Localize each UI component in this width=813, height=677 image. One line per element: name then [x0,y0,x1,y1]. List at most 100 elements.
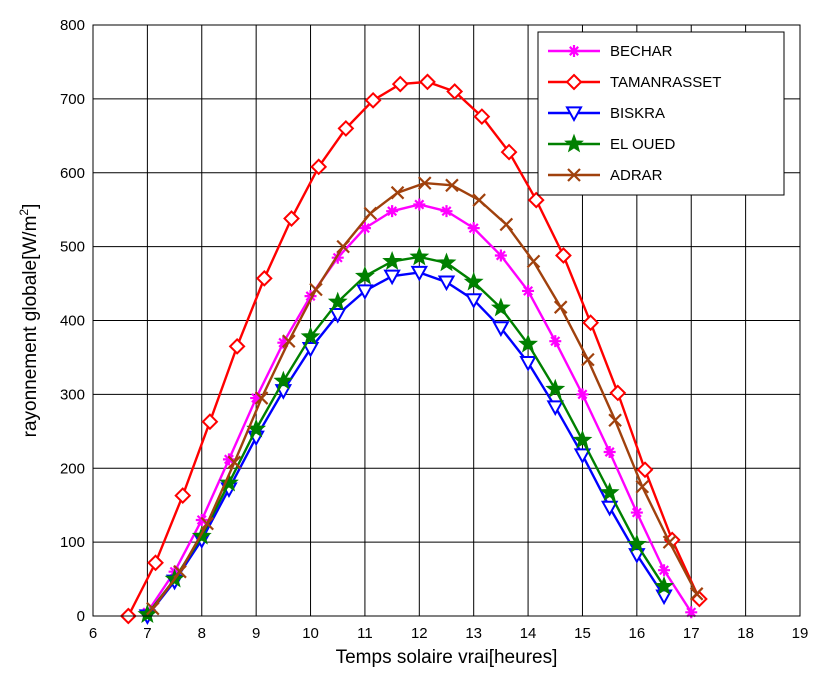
data-point-bechar [331,251,344,264]
data-point-bechar [603,445,616,458]
data-point-el-oued [219,472,239,492]
data-point-adrar [472,193,486,207]
data-point-tamanrasset [527,191,545,209]
series-el-oued [137,246,674,623]
data-point-adrar [608,413,622,428]
series-line-tamanrasset [127,80,701,617]
y-tick-label: 600 [60,165,85,182]
data-point-el-oued [599,482,620,502]
y-axis-label: rayonnement globale[W/m2] [17,204,41,438]
data-point-tamanrasset [636,461,654,479]
data-point-adrar [336,239,350,254]
data-point-adrar [689,587,704,601]
y-tick-label: 100 [60,534,85,551]
legend-label: ADRAR [610,167,663,184]
data-point-bechar [277,336,290,349]
data-point-tamanrasset [174,487,192,504]
data-point-bechar [440,205,453,218]
data-point-biskra [301,341,320,358]
data-point-el-oued [409,246,430,266]
data-point-adrar [227,455,242,470]
data-point-el-oued [300,326,321,346]
data-point-adrar [146,601,160,616]
legend-marker-adrar [567,168,581,182]
data-point-el-oued [572,429,593,449]
data-point-el-oued [518,333,538,353]
data-point-adrar [173,564,187,579]
data-point-tamanrasset [255,269,273,287]
data-point-adrar [309,282,323,297]
data-point-biskra [546,400,564,416]
data-point-bechar [576,388,589,401]
x-tick-label: 18 [737,625,754,642]
legend-entry-tamanrasset: TAMANRASSET [548,73,721,91]
data-point-biskra [519,356,537,372]
data-point-bechar [658,564,671,577]
legend-label: BECHAR [610,43,673,60]
data-point-tamanrasset [690,590,708,608]
data-point-tamanrasset [364,91,382,109]
legend-marker-el-oued [564,133,584,153]
series-tamanrasset [119,73,708,625]
data-point-tamanrasset [391,75,409,93]
data-point-el-oued [545,378,566,398]
data-point-el-oued [626,533,647,553]
y-axis-label-superscript: 2 [17,209,31,216]
data-point-biskra [573,448,592,465]
data-point-adrar [390,185,405,200]
x-axis-label: Temps solaire vrai[heures] [336,647,558,668]
data-point-biskra [437,275,456,292]
data-point-tamanrasset [609,384,627,402]
data-point-tamanrasset [500,143,518,161]
data-point-el-oued [382,250,403,270]
x-tick-label: 6 [89,625,97,642]
x-tick-label: 16 [629,625,646,642]
data-point-bechar [630,506,643,519]
data-point-tamanrasset [473,108,491,126]
data-point-adrar [363,206,378,221]
data-point-adrar [445,178,459,193]
data-point-biskra [383,269,401,286]
data-point-adrar [417,176,432,190]
legend-label: EL OUED [610,136,675,153]
data-point-tamanrasset [337,120,355,137]
data-point-el-oued [490,297,511,317]
data-point-tamanrasset [228,337,246,355]
series-layer [119,73,708,626]
data-point-adrar [526,254,541,269]
data-point-biskra [628,548,646,564]
axis-ticks: 6 7 8 9 10 11 12 13 14 15 16 17 18 19 0 100 200 300 400 500… [60,17,808,642]
y-tick-label: 200 [60,460,85,477]
data-point-bechar [494,249,507,262]
y-tick-label: 500 [60,239,85,256]
x-tick-label: 10 [302,625,319,642]
data-point-bechar [304,290,317,303]
data-point-adrar [200,516,214,531]
y-tick-label: 400 [60,313,85,330]
legend-marker-biskra [565,106,583,123]
x-tick-label: 12 [411,625,428,642]
data-point-tamanrasset [446,83,464,100]
x-tick-label: 7 [143,625,151,642]
data-point-bechar [413,198,426,211]
legend-label: TAMANRASSET [610,74,721,91]
data-point-el-oued [463,271,484,291]
data-point-biskra [356,284,374,301]
data-point-biskra [464,293,483,309]
data-point-el-oued [436,252,457,272]
data-point-el-oued [273,370,294,390]
legend-entry-el-oued: EL OUED [548,133,675,153]
data-point-bechar [685,606,698,619]
legend-label: BISKRA [610,105,665,122]
data-point-tamanrasset [419,73,436,91]
data-point-adrar [282,334,296,348]
series-line-el-oued [146,255,666,616]
legend-entry-biskra: BISKRA [548,105,665,123]
data-point-adrar [553,300,568,314]
data-point-tamanrasset [310,158,328,176]
data-point-bechar [250,392,263,405]
data-point-bechar [467,222,480,235]
data-point-el-oued [355,265,375,285]
legend: BECHAR TAMANRASSET BISKRA EL OUED ADRAR [537,31,785,196]
